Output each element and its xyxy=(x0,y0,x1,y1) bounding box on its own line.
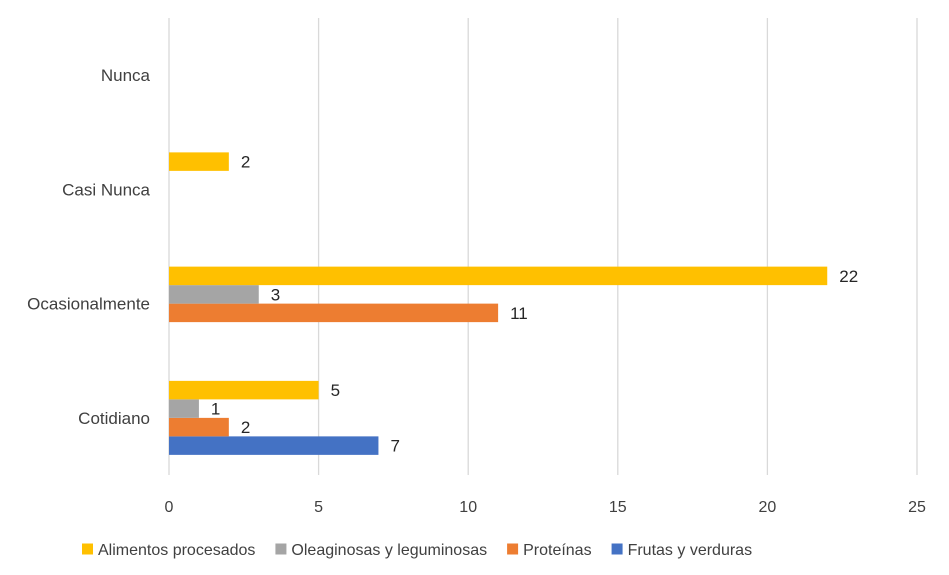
bar-alimentos-procesados-casi-nunca xyxy=(169,152,229,171)
chart-container: 7 2 1 5 11 3 22 2 0 5 10 15 20 25 Cotidiano Ocasional… xyxy=(0,0,949,575)
legend-label-frutas-y-verduras: Frutas y verduras xyxy=(628,542,752,559)
x-tick-label-20: 20 xyxy=(759,499,777,516)
category-label-casi-nunca: Casi Nunca xyxy=(62,180,150,199)
legend-swatch-alimentos-procesados xyxy=(82,544,93,555)
x-axis: 0 5 10 15 20 25 xyxy=(165,499,926,516)
bars xyxy=(169,152,827,455)
bar-oleaginosas-y-leguminosas-cotidiano xyxy=(169,399,199,418)
data-label-oleaginosas-y-leguminosas-cotidiano: 1 xyxy=(211,400,220,419)
data-label-alimentos-procesados-casi-nunca: 2 xyxy=(241,153,250,172)
legend-entry-frutas-y-verduras: Frutas y verduras xyxy=(612,542,752,559)
legend-entry-proteinas: Proteínas xyxy=(507,542,591,559)
x-tick-label-25: 25 xyxy=(908,499,926,516)
legend: Alimentos procesados Oleaginosas y legumi… xyxy=(82,542,752,559)
data-label-alimentos-procesados-cotidiano: 5 xyxy=(331,381,340,400)
bar-alimentos-procesados-cotidiano xyxy=(169,381,319,400)
bar-alimentos-procesados-ocasionalmente xyxy=(169,267,827,286)
category-label-nunca: Nunca xyxy=(101,66,151,85)
legend-entry-alimentos-procesados: Alimentos procesados xyxy=(82,542,255,559)
data-label-proteinas-ocasionalmente: 11 xyxy=(510,304,528,323)
legend-entry-oleaginosas-y-leguminosas: Oleaginosas y leguminosas xyxy=(275,542,487,559)
gridlines xyxy=(169,18,917,475)
data-label-alimentos-procesados-ocasionalmente: 22 xyxy=(839,267,858,286)
bar-proteinas-cotidiano xyxy=(169,418,229,437)
legend-swatch-proteinas xyxy=(507,544,518,555)
data-label-oleaginosas-y-leguminosas-ocasionalmente: 3 xyxy=(271,285,280,304)
bar-oleaginosas-y-leguminosas-ocasionalmente xyxy=(169,285,259,304)
x-tick-label-0: 0 xyxy=(165,499,174,516)
x-tick-label-15: 15 xyxy=(609,499,627,516)
data-label-frutas-y-verduras-cotidiano: 7 xyxy=(390,437,399,456)
legend-swatch-oleaginosas-y-leguminosas xyxy=(275,544,286,555)
bar-proteinas-ocasionalmente xyxy=(169,304,498,323)
legend-label-alimentos-procesados: Alimentos procesados xyxy=(98,542,255,559)
legend-label-oleaginosas-y-leguminosas: Oleaginosas y leguminosas xyxy=(291,542,487,559)
x-tick-label-10: 10 xyxy=(459,499,477,516)
data-label-proteinas-cotidiano: 2 xyxy=(241,418,250,437)
category-label-cotidiano: Cotidiano xyxy=(78,409,150,428)
category-label-ocasionalmente: Ocasionalmente xyxy=(27,295,150,314)
x-tick-label-5: 5 xyxy=(314,499,323,516)
y-axis: Cotidiano Ocasionalmente Casi Nunca Nunca xyxy=(27,66,150,428)
bar-frutas-y-verduras-cotidiano xyxy=(169,436,378,455)
legend-label-proteinas: Proteínas xyxy=(523,542,591,559)
legend-swatch-frutas-y-verduras xyxy=(612,544,623,555)
bar-chart: 7215113222 0 5 10 15 20 25 CotidianoOcasional… xyxy=(0,0,949,575)
